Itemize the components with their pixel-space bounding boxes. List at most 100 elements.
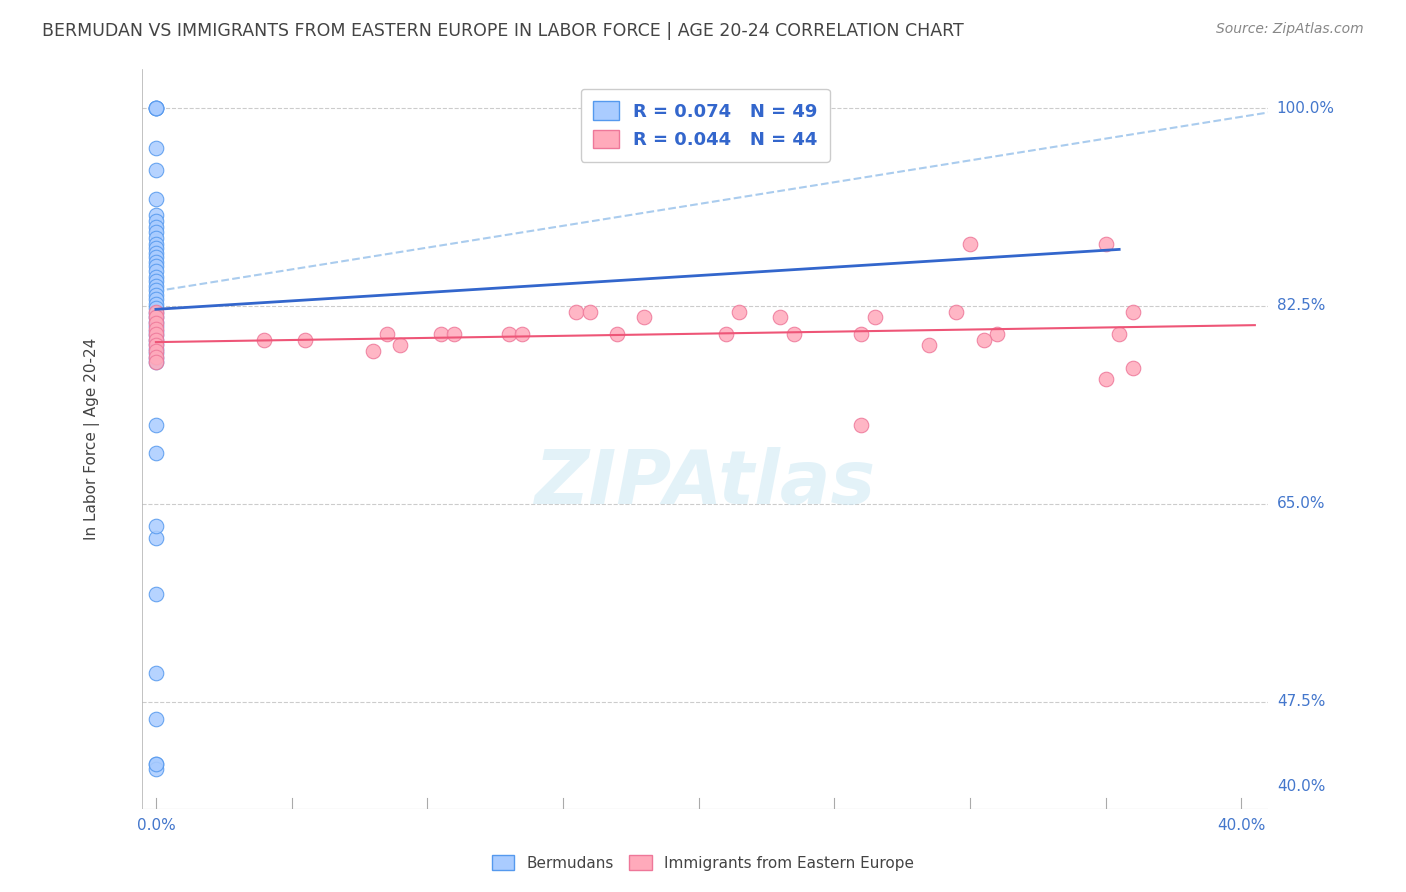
Point: [145, 519, 167, 533]
Point: [361, 344, 384, 359]
Point: [1122, 304, 1144, 318]
Text: 100.0%: 100.0%: [1277, 101, 1334, 116]
Point: [145, 278, 167, 293]
Point: [145, 310, 167, 325]
Point: [145, 587, 167, 601]
Text: 40.0%: 40.0%: [1218, 818, 1265, 833]
Point: [145, 255, 167, 269]
Point: [145, 763, 167, 777]
Point: [145, 446, 167, 460]
Point: [145, 214, 167, 228]
Point: [145, 315, 167, 329]
Point: [565, 304, 588, 318]
Legend: R = 0.074   N = 49, R = 0.044   N = 44: R = 0.074 N = 49, R = 0.044 N = 44: [581, 88, 830, 161]
Point: [973, 333, 995, 347]
Point: [145, 355, 167, 369]
Point: [510, 327, 533, 342]
Point: [145, 141, 167, 155]
Point: [253, 333, 276, 347]
Point: [145, 219, 167, 234]
Point: [145, 338, 167, 352]
Point: [959, 236, 981, 251]
Point: [986, 327, 1008, 342]
Point: [145, 344, 167, 359]
Text: ZIPAtlas: ZIPAtlas: [534, 447, 876, 520]
Point: [145, 342, 167, 356]
Point: [145, 350, 167, 364]
Point: [145, 226, 167, 240]
Point: [145, 712, 167, 726]
Text: 40.0%: 40.0%: [1277, 779, 1324, 794]
Point: [918, 338, 941, 352]
Point: [145, 304, 167, 318]
Point: [145, 163, 167, 178]
Point: [1122, 361, 1144, 376]
Text: In Labor Force | Age 20-24: In Labor Force | Age 20-24: [84, 338, 100, 540]
Point: [145, 283, 167, 297]
Text: Source: ZipAtlas.com: Source: ZipAtlas.com: [1216, 22, 1364, 37]
Point: [145, 306, 167, 320]
Point: [145, 101, 167, 115]
Point: [1094, 236, 1116, 251]
Point: [145, 260, 167, 274]
Point: [145, 241, 167, 255]
Point: [145, 328, 167, 343]
Point: [145, 324, 167, 338]
Point: [145, 756, 167, 771]
Text: 82.5%: 82.5%: [1277, 299, 1324, 313]
Point: [851, 327, 873, 342]
Point: [145, 321, 167, 335]
Point: [443, 327, 465, 342]
Point: [145, 355, 167, 369]
Point: [498, 327, 520, 342]
Point: [430, 327, 453, 342]
Point: [145, 250, 167, 264]
Point: [145, 231, 167, 245]
Point: [145, 531, 167, 545]
Point: [145, 264, 167, 278]
Point: [782, 327, 804, 342]
Point: [145, 269, 167, 284]
Text: 47.5%: 47.5%: [1277, 694, 1324, 709]
Point: [145, 101, 167, 115]
Point: [145, 351, 167, 365]
Point: [145, 327, 167, 342]
Point: [851, 417, 873, 432]
Point: [145, 292, 167, 306]
Point: [945, 304, 967, 318]
Point: [145, 319, 167, 334]
Legend: Bermudans, Immigrants from Eastern Europe: Bermudans, Immigrants from Eastern Europ…: [482, 846, 924, 880]
Point: [145, 666, 167, 681]
Point: [728, 304, 751, 318]
Point: [145, 333, 167, 347]
Point: [145, 245, 167, 260]
Point: [145, 192, 167, 206]
Point: [145, 337, 167, 351]
Point: [145, 101, 167, 115]
Point: [145, 333, 167, 347]
Point: [145, 310, 167, 325]
Text: BERMUDAN VS IMMIGRANTS FROM EASTERN EUROPE IN LABOR FORCE | AGE 20-24 CORRELATIO: BERMUDAN VS IMMIGRANTS FROM EASTERN EURO…: [42, 22, 965, 40]
Point: [145, 301, 167, 316]
Point: [145, 296, 167, 310]
Point: [1108, 327, 1130, 342]
Point: [579, 304, 602, 318]
Point: [606, 327, 628, 342]
Point: [145, 236, 167, 251]
Point: [145, 209, 167, 223]
Point: [1094, 372, 1116, 386]
Point: [145, 316, 167, 330]
Point: [375, 327, 398, 342]
Point: [389, 338, 412, 352]
Text: 65.0%: 65.0%: [1277, 496, 1326, 511]
Point: [145, 287, 167, 301]
Point: [769, 310, 792, 325]
Text: 0.0%: 0.0%: [136, 818, 176, 833]
Point: [145, 346, 167, 360]
Point: [863, 310, 886, 325]
Point: [714, 327, 737, 342]
Point: [145, 417, 167, 432]
Point: [633, 310, 655, 325]
Point: [145, 101, 167, 115]
Point: [145, 274, 167, 288]
